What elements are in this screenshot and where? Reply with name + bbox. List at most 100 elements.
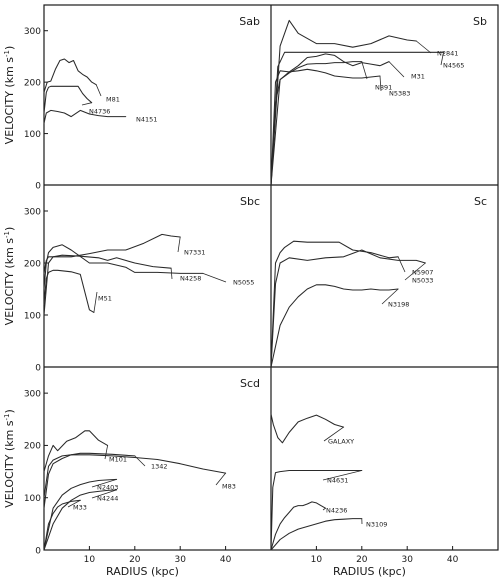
leader-n5055 xyxy=(202,273,227,283)
leader-n5383 xyxy=(379,75,382,92)
x-tick-label-30: 30 xyxy=(401,555,413,565)
curve-n891 xyxy=(270,61,363,186)
x-axis-title-scd: RADIUS (kpc) xyxy=(106,565,179,578)
curve-n2403 xyxy=(43,478,118,551)
x-tick-label-10: 10 xyxy=(84,555,96,565)
leader-n4736 xyxy=(81,102,92,106)
series-label-n3198: N3198 xyxy=(388,300,409,308)
curve-m81 xyxy=(43,58,97,93)
curve-n4236 xyxy=(270,501,327,551)
curve-m31 xyxy=(270,53,390,186)
series-label-n4631: N4631 xyxy=(327,476,348,484)
panel-title-sbc: Sbc xyxy=(240,195,260,208)
x-tick-label-40: 40 xyxy=(447,555,459,565)
y-tick-label-0: 0 xyxy=(35,181,41,191)
curve-n5055 xyxy=(43,244,204,290)
series-label-n4151: N4151 xyxy=(136,115,157,123)
curve-m101 xyxy=(43,430,109,473)
leader-m83 xyxy=(215,472,226,486)
series-label-n4565: N4565 xyxy=(443,61,464,69)
series-label-m51: M51 xyxy=(98,294,112,302)
leader-m33 xyxy=(67,499,81,508)
x-tick-label-40: 40 xyxy=(220,555,232,565)
y-tick-label-300: 300 xyxy=(24,27,41,37)
curve-n4631 xyxy=(270,469,363,551)
y-tick-label-0: 0 xyxy=(35,546,41,556)
y-tick-label-100: 100 xyxy=(24,311,41,321)
x-tick-label-20: 20 xyxy=(356,555,368,565)
x-tick-label-30: 30 xyxy=(174,555,186,565)
panel-sb: Sb xyxy=(270,15,487,186)
series-label-m31: M31 xyxy=(411,72,425,80)
series-label-n2403: N2403 xyxy=(97,483,118,491)
leader-n5033 xyxy=(404,262,426,281)
leader-m101 xyxy=(104,445,108,460)
series-label-n5033: N5033 xyxy=(412,276,433,284)
curve-n3198 xyxy=(270,284,399,368)
leader-n4244 xyxy=(91,489,117,499)
panel-unlabeled: 10 20 30 40 RADIUS (kpc) xyxy=(270,413,459,578)
leader-m51 xyxy=(93,291,98,313)
series-label-m81: M81 xyxy=(106,95,120,103)
panel-title-sc: Sc xyxy=(474,195,487,208)
series-label-n3109: N3109 xyxy=(366,520,387,528)
series-label-n4244: N4244 xyxy=(97,494,118,502)
leader-n2841 xyxy=(416,40,432,54)
curve-n2841 xyxy=(270,19,417,186)
y-tick-label-300: 300 xyxy=(24,389,41,399)
leader-galaxy xyxy=(323,426,344,442)
panel-title-scd: Scd xyxy=(240,377,260,390)
series-label-n891: N891 xyxy=(375,83,392,91)
panel-title-sab: Sab xyxy=(239,15,260,28)
y-tick-label-0: 0 xyxy=(35,363,41,373)
curve-m33 xyxy=(43,499,81,551)
panel-scd: Scd 0 100 200 300 10 20 30 40 VELOCITY (km s-1) RA… xyxy=(3,377,260,578)
curve-n4565 xyxy=(270,51,445,186)
y-tick-label-200: 200 xyxy=(24,259,41,269)
y-tick-label-300: 300 xyxy=(24,207,41,217)
curve-n4151 xyxy=(43,109,127,124)
leader-n4565 xyxy=(440,52,444,66)
curve-n7331 xyxy=(43,233,181,274)
series-label-n5055: N5055 xyxy=(233,278,254,286)
series-label-1342: 1342 xyxy=(151,462,168,470)
x-tick-label-10: 10 xyxy=(311,555,323,565)
leader-n3198 xyxy=(381,288,399,305)
panel-sc: Sc xyxy=(270,195,487,368)
curve-n3109 xyxy=(270,518,363,551)
series-label-n5383: N5383 xyxy=(389,89,410,97)
leader-n5907 xyxy=(397,256,406,273)
x-tick-label-20: 20 xyxy=(129,555,141,565)
x-axis-title-unlabeled: RADIUS (kpc) xyxy=(333,565,406,578)
series-label-n2841: N2841 xyxy=(437,49,458,57)
curve-n4258 xyxy=(43,254,172,316)
panel-sbc: Sbc 0 100 200 300 VELOCITY (km s-1) xyxy=(3,195,260,373)
leader-1342 xyxy=(134,455,146,467)
leader-n2403 xyxy=(91,479,117,488)
y-tick-label-100: 100 xyxy=(24,130,41,140)
series-label-galaxy: GALAXY xyxy=(328,437,354,445)
leader-n4258 xyxy=(170,268,173,280)
series-label-n7331: N7331 xyxy=(184,248,205,256)
y-tick-label-100: 100 xyxy=(24,494,41,504)
y-axis-title-sbc: VELOCITY (km s-1) xyxy=(3,227,16,326)
y-tick-label-200: 200 xyxy=(24,442,41,452)
y-axis-title-scd: VELOCITY (km s-1) xyxy=(3,409,16,508)
curve-m83 xyxy=(43,454,227,499)
series-label-n4258: N4258 xyxy=(180,274,201,282)
leader-m81 xyxy=(95,84,102,97)
series-label-n4236: N4236 xyxy=(326,506,347,514)
leader-n4631 xyxy=(322,470,362,481)
curve-n5383 xyxy=(270,68,381,186)
series-label-n5907: N5907 xyxy=(412,268,433,276)
y-tick-label-200: 200 xyxy=(24,78,41,88)
leader-n7331 xyxy=(177,236,181,253)
series-label-m83: M83 xyxy=(222,482,236,490)
curve-n4736 xyxy=(43,85,93,114)
panel-title-sb: Sb xyxy=(473,15,487,28)
curve-n5907 xyxy=(270,240,399,368)
curve-galaxy xyxy=(270,413,345,444)
leader-m31 xyxy=(388,61,405,78)
leader-n4236 xyxy=(322,507,326,511)
